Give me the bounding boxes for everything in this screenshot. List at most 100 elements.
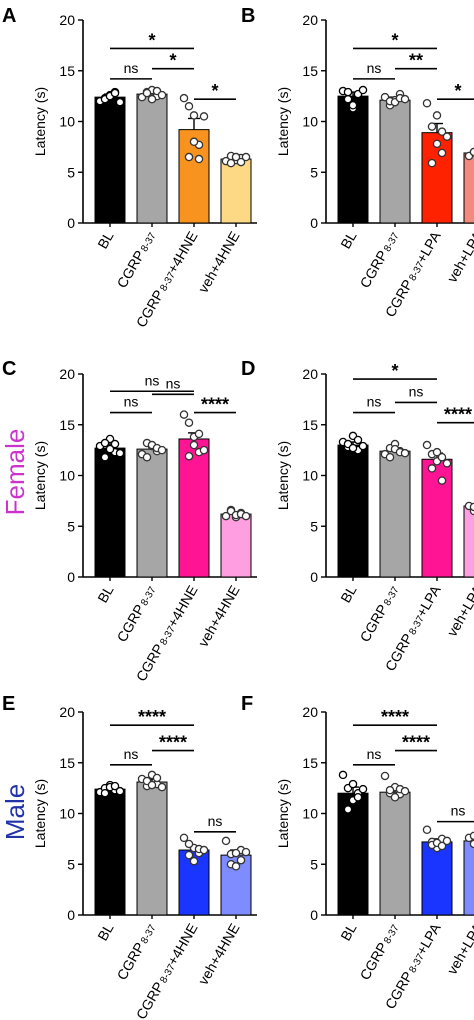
bar [94, 96, 126, 224]
y-axis-label: Latency (s) [275, 87, 291, 156]
data-point [221, 836, 231, 846]
y-tick-label: 10 [302, 114, 318, 130]
y-tick-label: 20 [302, 366, 318, 382]
panel-letter: E [2, 693, 15, 715]
y-tick-label: 0 [310, 215, 318, 231]
data-point [437, 127, 447, 136]
data-point [469, 502, 474, 512]
significance-label: * [148, 30, 155, 50]
y-axis-label: Latency (s) [32, 779, 48, 848]
y-tick-label: 0 [67, 907, 75, 923]
y-tick-label: 20 [59, 366, 75, 382]
y-tick-label: 15 [59, 63, 75, 79]
bar [463, 840, 474, 916]
data-point [353, 793, 363, 802]
category-label: CGRP8-37 [357, 228, 402, 290]
panel-letter: A [2, 5, 16, 27]
y-tick-label: 5 [67, 856, 75, 872]
category-label: CGRP8-37 [114, 228, 159, 290]
data-point [231, 152, 241, 162]
data-point [110, 88, 120, 98]
data-point [338, 770, 348, 780]
data-point [157, 445, 167, 455]
significance-label: * [169, 51, 176, 71]
data-point [437, 476, 447, 485]
data-point [400, 448, 410, 458]
data-point [115, 786, 125, 796]
data-point [115, 448, 125, 458]
significance-label: ns [166, 375, 181, 391]
data-point [226, 158, 236, 168]
y-tick-label: 5 [67, 164, 75, 180]
data-point [380, 771, 390, 781]
y-axis-label: Latency (s) [32, 441, 48, 510]
data-point [432, 447, 442, 457]
bar [94, 788, 126, 916]
y-tick-label: 5 [310, 518, 318, 534]
panel-letter: B [241, 5, 255, 27]
bar [220, 158, 252, 224]
data-point [184, 418, 194, 427]
data-point [437, 841, 447, 851]
data-point [437, 452, 447, 462]
significance-label: ns [451, 803, 466, 819]
y-tick-label: 10 [302, 806, 318, 822]
significance-label: ns [367, 746, 382, 762]
data-point [348, 443, 358, 453]
data-point [343, 805, 353, 814]
y-tick-label: 20 [302, 704, 318, 720]
data-point [184, 451, 194, 461]
category-label: CGRP8-37 [114, 582, 159, 644]
y-tick-label: 5 [67, 518, 75, 534]
data-point [422, 440, 432, 450]
significance-label: * [211, 81, 218, 101]
category-label: veh+LPA [444, 920, 474, 977]
category-label: CGRP8-37 [357, 582, 402, 644]
significance-label: ns [124, 394, 139, 410]
significance-label: **** [402, 733, 430, 753]
data-point [348, 779, 358, 789]
category-label: BL [337, 920, 360, 943]
data-point [100, 788, 110, 798]
significance-label: ns [367, 394, 382, 410]
data-point [179, 833, 189, 843]
category-label: veh+4HNE [195, 229, 243, 296]
data-point [110, 781, 120, 791]
data-point [469, 831, 474, 841]
data-point [442, 459, 452, 468]
data-point [199, 845, 209, 855]
bar [178, 438, 210, 578]
significance-label: **** [138, 707, 166, 727]
data-point [189, 856, 199, 866]
data-point [115, 97, 125, 107]
data-point [422, 98, 432, 108]
y-tick-label: 10 [59, 114, 75, 130]
y-tick-label: 0 [67, 569, 75, 585]
bar [379, 791, 411, 916]
data-point [100, 452, 110, 462]
data-point [231, 862, 241, 871]
bar [337, 444, 369, 578]
significance-label: ns [367, 60, 382, 76]
y-axis-label: Latency (s) [275, 779, 291, 848]
significance-label: * [454, 81, 461, 101]
data-point [189, 111, 199, 120]
data-point [343, 94, 353, 104]
y-tick-label: 15 [302, 63, 318, 79]
y-axis-label: Latency (s) [275, 441, 291, 510]
data-point [179, 93, 189, 103]
significance-label: ns [124, 60, 139, 76]
data-point [147, 780, 157, 790]
data-point [157, 90, 167, 100]
row-label-male: Male [0, 784, 30, 840]
bar [337, 95, 369, 224]
category-label: veh+4HNE [195, 583, 243, 650]
data-point [194, 154, 204, 164]
data-point [442, 132, 452, 141]
bar [463, 505, 474, 578]
